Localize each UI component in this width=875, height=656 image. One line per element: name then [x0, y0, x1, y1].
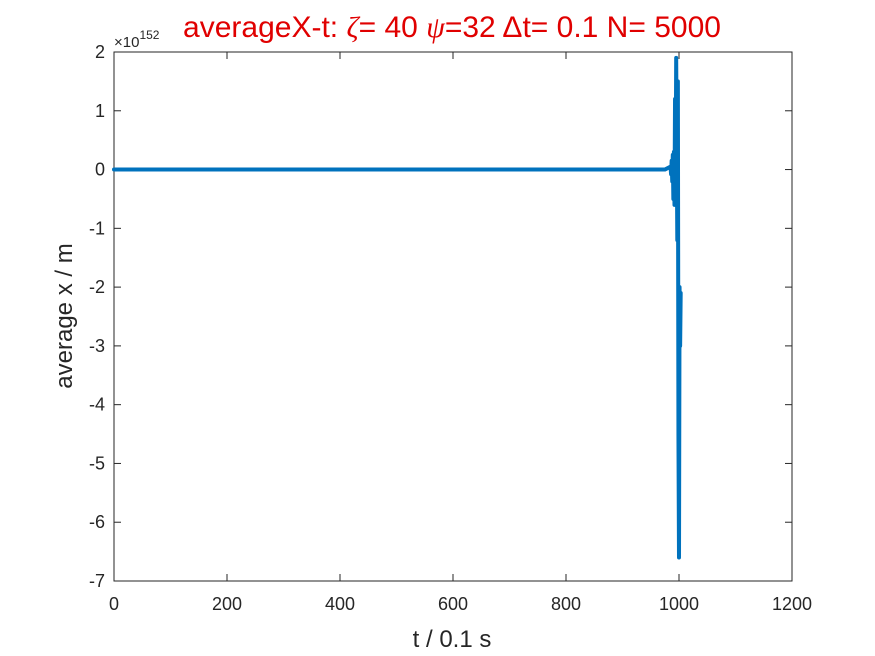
x-axis-label: t / 0.1 s [413, 626, 492, 653]
y-exponent: ×10152 [114, 28, 160, 51]
y-tick-label: -7 [89, 571, 105, 591]
axis-tick-labels: 0 200 400 600 800 1000 1200 -7 -6 -5 -4 -3 -2 -1 0 1 2 [89, 42, 812, 614]
y-axis-label: average x / m [51, 243, 78, 388]
plot-area [113, 51, 793, 582]
y-tick-label: 1 [95, 101, 105, 121]
x-tick-label: 0 [109, 594, 119, 614]
x-tick-label: 1200 [772, 594, 812, 614]
x-tick-label: 400 [325, 594, 355, 614]
x-tick-label: 600 [438, 594, 468, 614]
x-tick-label: 800 [551, 594, 581, 614]
data-series-line [112, 55, 683, 560]
y-tick-label: -2 [89, 277, 105, 297]
y-tick-label: -6 [89, 512, 105, 532]
y-tick-label: -1 [89, 218, 105, 238]
y-tick-label: -4 [89, 395, 105, 415]
y-tick-label: 2 [95, 42, 105, 62]
x-tick-label: 200 [212, 594, 242, 614]
axis-ticks [113, 51, 793, 582]
series-layer [112, 55, 683, 560]
y-tick-label: -3 [89, 336, 105, 356]
x-tick-label: 1000 [659, 594, 699, 614]
chart-title: averageX-t: ζ= 40 ψ=32 Δt= 0.1 N= 5000 [183, 11, 721, 44]
y-tick-label: 0 [95, 160, 105, 180]
y-tick-label: -5 [89, 453, 105, 473]
